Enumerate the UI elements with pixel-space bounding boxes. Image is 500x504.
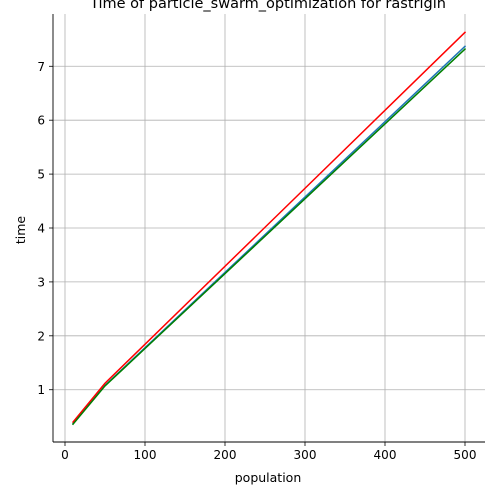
series-line-0 [71, 45, 467, 425]
x-tick-label-3: 300 [294, 448, 317, 462]
x-tick-label-0: 0 [61, 448, 69, 462]
grid-layer [53, 14, 485, 442]
y-tick-label-2: 3 [37, 275, 45, 289]
x-tick-label-2: 200 [214, 448, 237, 462]
y-tick-label-5: 6 [37, 114, 45, 128]
y-tick-label-3: 4 [37, 222, 45, 236]
series-line-1 [71, 31, 467, 424]
y-tick-label-6: 7 [37, 60, 45, 74]
series-line-2 [71, 47, 467, 426]
series-layer [71, 31, 467, 426]
x-tick-label-5: 500 [454, 448, 477, 462]
y-tick-label-4: 5 [37, 168, 45, 182]
x-axis-label: population [235, 470, 302, 485]
x-tick-label-4: 400 [374, 448, 397, 462]
y-axis-label: time [13, 216, 28, 245]
y-tick-label-1: 2 [37, 329, 45, 343]
x-tick-label-1: 100 [134, 448, 157, 462]
chart-title: Time of particle_swarm_optimization for … [89, 0, 446, 12]
ticks-layer: 0 100 200 300 400 500 1 2 3 4 5 6 7 [37, 60, 476, 462]
y-tick-label-0: 1 [37, 383, 45, 397]
